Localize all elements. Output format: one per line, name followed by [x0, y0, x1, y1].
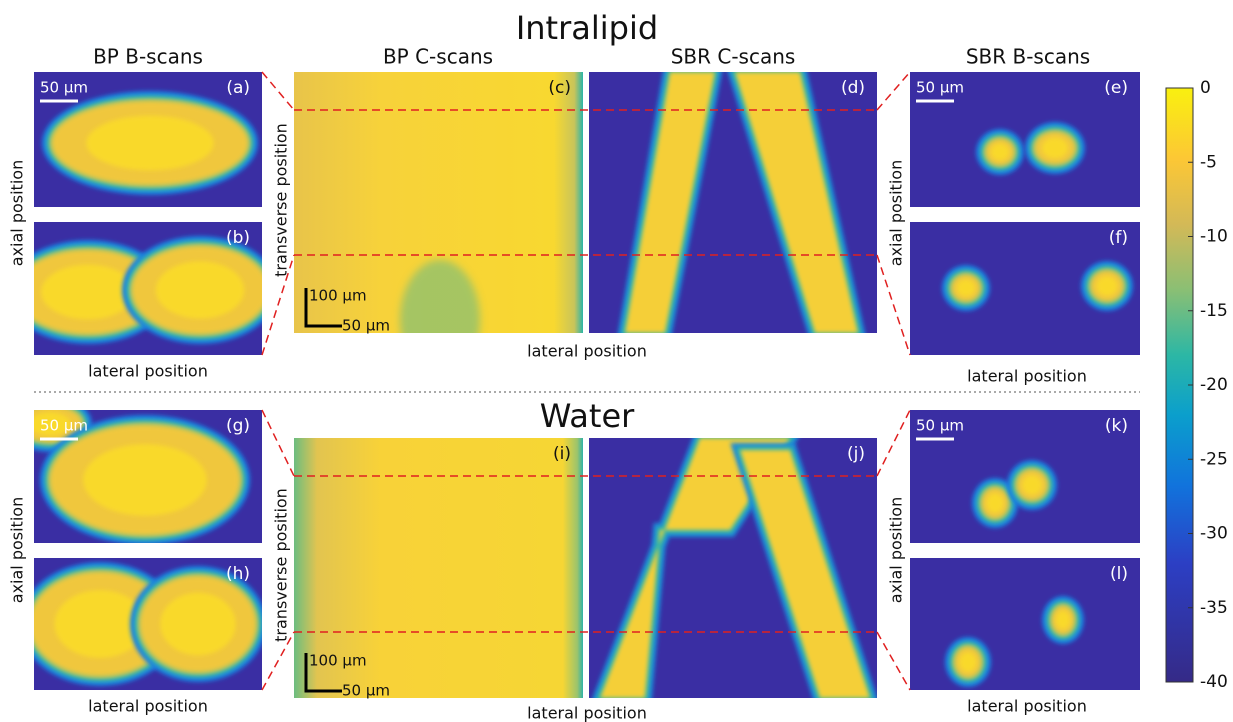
blob [41, 265, 135, 320]
blob [991, 144, 1009, 161]
figure: Intralipid Water BP B-scans BP C-scans S… [0, 0, 1233, 722]
blob [957, 280, 975, 297]
column-header: BP B-scans [93, 45, 203, 69]
colorbar-tick-label: -20 [1200, 375, 1228, 395]
connector [877, 632, 910, 690]
panel-bg [910, 558, 1140, 690]
scale-bar-label: 50 µm [342, 682, 390, 700]
panel [294, 72, 583, 380]
blob [160, 593, 235, 655]
scale-bar-label: 100 µm [309, 652, 367, 670]
panel-label: (f) [1109, 228, 1128, 248]
colorbar-tick-label: -5 [1200, 152, 1217, 172]
axis-label: lateral position [88, 362, 208, 381]
connector [877, 255, 910, 355]
connector [262, 410, 294, 476]
panel-label: (b) [226, 228, 250, 248]
blob [83, 444, 207, 516]
axis-label: axial position [887, 160, 906, 266]
panel-label: (l) [1110, 564, 1128, 584]
connector [877, 72, 910, 110]
colorbar-tick-label: -35 [1200, 598, 1228, 618]
panel [589, 72, 877, 333]
axis-label: lateral position [88, 697, 208, 716]
colorbar-tick-label: -15 [1200, 301, 1228, 321]
section-title: Water [540, 397, 635, 435]
scale-bar-label: 50 µm [40, 79, 88, 97]
scale-bar-label: 50 µm [916, 79, 964, 97]
panel-label: (a) [226, 78, 250, 98]
connector [262, 72, 294, 110]
blob [156, 261, 244, 318]
column-header: SBR C-scans [671, 45, 796, 69]
axis-label: lateral position [527, 342, 647, 361]
axis-label: axial position [887, 497, 906, 603]
colorbar-tick-label: -40 [1200, 672, 1228, 692]
weak-area [400, 260, 480, 380]
scale-bar-label: 50 µm [40, 417, 88, 435]
column-header: SBR B-scans [966, 45, 1090, 69]
panel [910, 558, 1140, 690]
scale-bar-label: 50 µm [916, 417, 964, 435]
panel-label: (c) [548, 78, 571, 98]
blob [1097, 276, 1118, 296]
panel-label: (j) [847, 444, 865, 464]
column-header: BP C-scans [383, 45, 493, 69]
colorbar-tick-label: -10 [1200, 227, 1228, 247]
scale-bar-label: 50 µm [342, 317, 390, 335]
panel-label: (d) [841, 78, 865, 98]
axis-label: transverse position [272, 488, 291, 642]
axis-label: transverse position [272, 123, 291, 277]
scale-bar-label: 100 µm [309, 287, 367, 305]
blob [1056, 611, 1070, 629]
axis-label: lateral position [527, 704, 647, 722]
colorbar-tick-label: -25 [1200, 449, 1228, 469]
panel [589, 438, 877, 698]
axis-label: axial position [8, 497, 27, 603]
axis-label: lateral position [967, 697, 1087, 716]
panel-label: (i) [553, 444, 571, 464]
blob [1042, 138, 1068, 159]
blob [86, 116, 213, 171]
panel-label: (e) [1104, 78, 1128, 98]
blob [960, 652, 977, 672]
blob [1022, 475, 1042, 495]
axis-label: axial position [8, 160, 27, 266]
connector [877, 410, 910, 476]
colorbar-tick-label: -30 [1200, 524, 1228, 544]
panel-label: (k) [1105, 416, 1128, 436]
colorbar-tick-label: 0 [1200, 78, 1211, 98]
section-title: Intralipid [516, 9, 658, 47]
panel-label: (g) [226, 416, 250, 436]
panel-label: (h) [226, 564, 250, 584]
blob [987, 493, 1004, 513]
panel [910, 222, 1140, 355]
axis-label: lateral position [967, 367, 1087, 386]
